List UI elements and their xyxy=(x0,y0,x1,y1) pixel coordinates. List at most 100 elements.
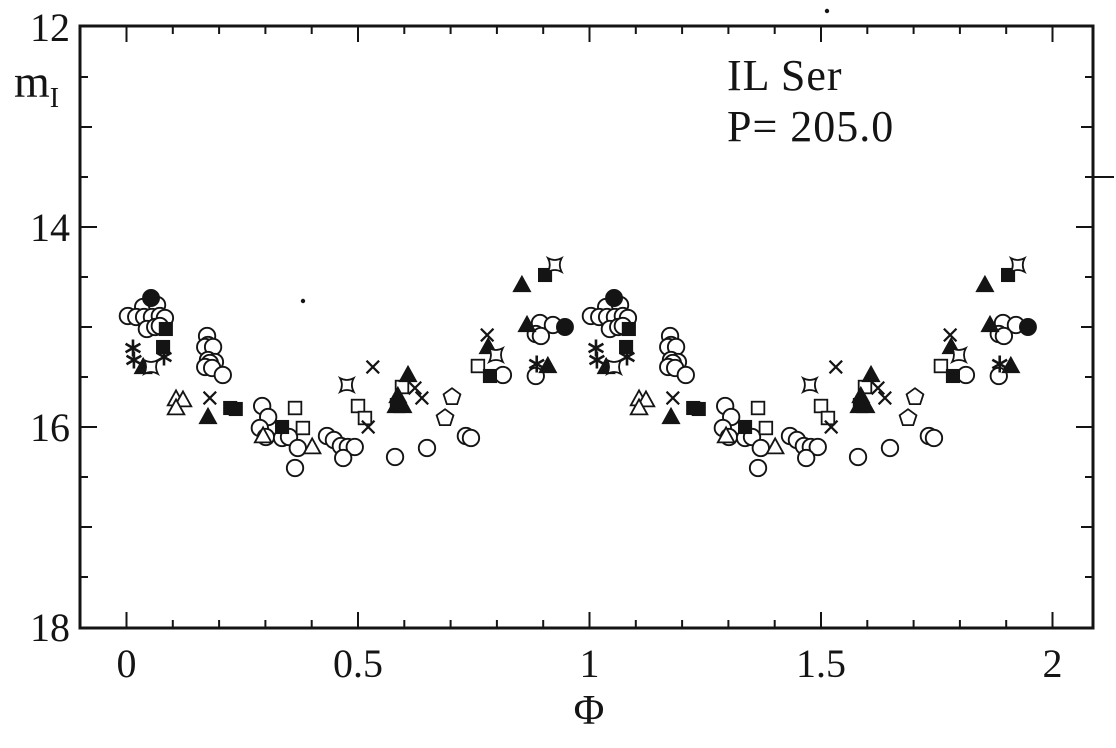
data-point-square-filled xyxy=(482,368,498,384)
data-point-star4-open xyxy=(337,376,356,394)
data-point-triangle-open xyxy=(716,425,736,444)
data-point-cross-x xyxy=(202,390,217,406)
x-tick-label: 2 xyxy=(1043,641,1063,686)
data-point-triangle-filled xyxy=(512,274,532,293)
y-axis-label: mI xyxy=(14,56,59,114)
data-point-square-filled xyxy=(738,419,753,435)
x-tick-label: 1 xyxy=(580,641,600,686)
data-point-circle-open xyxy=(531,326,551,346)
x-tick-label: 1.5 xyxy=(796,641,846,686)
data-point-triangle-open xyxy=(629,397,649,416)
data-point-circle-open xyxy=(994,326,1014,346)
data-point-square-open xyxy=(813,398,829,414)
data-point-star4-open xyxy=(950,346,968,364)
scan-artifacts xyxy=(300,8,1114,304)
data-point-circle-open xyxy=(956,365,976,385)
data-point-square-filled xyxy=(158,321,173,337)
period-label: P= 205.0 xyxy=(727,102,894,151)
x-axis-label: Φ xyxy=(574,688,605,734)
data-point-circle-open xyxy=(797,448,816,468)
data-point-cross-x xyxy=(414,390,429,406)
data-point-asterisk xyxy=(991,355,1008,373)
data-point-square-open xyxy=(750,400,766,416)
data-point-square-open xyxy=(758,420,774,436)
data-point-star4-open xyxy=(800,376,819,394)
data-point-circle-open xyxy=(848,447,868,467)
data-point-star4-open xyxy=(142,358,161,376)
data-point-cross-x xyxy=(365,359,380,375)
x-tick-label: 0.5 xyxy=(333,641,383,686)
data-point-triangle-filled xyxy=(980,314,1000,333)
x-tick-label: 0 xyxy=(117,641,137,686)
data-point-circle-open xyxy=(345,437,364,457)
data-point-circle-filled xyxy=(556,318,574,336)
frame-rect xyxy=(78,24,1095,630)
data-point-square-filled xyxy=(945,368,961,384)
data-point-cross-x xyxy=(665,390,680,406)
data-points xyxy=(118,256,1037,478)
data-point-triangle-filled xyxy=(856,395,876,414)
data-point-cross-x xyxy=(824,419,839,435)
data-point-cross-x xyxy=(407,380,423,396)
data-point-circle-open xyxy=(385,447,405,467)
data-point-circle-open xyxy=(924,428,944,448)
data-point-triangle-filled xyxy=(393,395,413,414)
data-point-circle-open xyxy=(808,437,827,457)
data-point-pentagon-open xyxy=(442,387,462,405)
data-point-circle-open xyxy=(676,365,695,385)
data-point-asterisk xyxy=(528,355,545,373)
data-point-triangle-filled xyxy=(975,274,995,293)
data-point-star4-open xyxy=(487,346,505,364)
data-point-triangle-open xyxy=(253,425,273,444)
data-point-triangle-filled xyxy=(517,314,537,333)
data-point-circle-filled xyxy=(1019,318,1037,336)
data-point-triangle-filled xyxy=(661,406,681,425)
data-point-square-open xyxy=(350,398,366,414)
axis-tick-labels: 0 0.5 1 1.5 2 12 14 16 18 xyxy=(30,5,1063,686)
data-point-star4-open xyxy=(545,256,564,274)
data-point-square-filled xyxy=(228,401,243,417)
data-point-circle-filled xyxy=(605,289,623,307)
data-point-asterisk xyxy=(588,351,605,369)
data-point-cross-x xyxy=(943,327,958,343)
data-point-circle-open xyxy=(748,458,768,478)
data-point-cross-x xyxy=(877,390,892,406)
y-tick-label: 12 xyxy=(30,5,70,50)
data-point-triangle-open xyxy=(765,436,785,455)
scan-speck xyxy=(824,8,830,14)
data-point-square-filled xyxy=(621,321,636,337)
data-point-asterisk xyxy=(155,348,173,366)
data-point-square-filled xyxy=(691,401,706,417)
data-point-circle-open xyxy=(285,458,305,478)
data-point-triangle-filled xyxy=(198,406,218,425)
data-point-circle-open xyxy=(213,365,232,385)
data-point-square-open xyxy=(470,358,486,374)
data-point-square-open xyxy=(287,400,303,416)
data-point-triangle-open xyxy=(302,436,322,455)
data-point-triangle-filled xyxy=(861,364,881,383)
data-point-cross-x xyxy=(480,327,495,343)
data-point-star4-open xyxy=(1008,256,1027,274)
plot-frame xyxy=(78,24,1095,630)
data-point-pentagon-open xyxy=(905,387,925,405)
data-point-circle-open xyxy=(334,448,353,468)
data-point-cross-x xyxy=(870,380,886,396)
axis-ticks xyxy=(80,26,1093,628)
data-point-square-open xyxy=(295,420,311,436)
data-point-cross-x xyxy=(361,419,376,435)
data-point-circle-open xyxy=(880,438,900,458)
y-tick-label: 16 xyxy=(30,405,70,450)
data-point-circle-open xyxy=(417,438,437,458)
scan-speck xyxy=(300,298,306,304)
data-point-triangle-filled xyxy=(398,364,418,383)
data-point-asterisk xyxy=(125,351,142,369)
data-point-square-filled xyxy=(275,419,290,435)
data-point-pentagon-open xyxy=(435,408,455,426)
y-axis-label-main: m xyxy=(14,56,50,107)
star-name-label: IL Ser xyxy=(727,51,843,100)
y-tick-label: 14 xyxy=(30,205,70,250)
data-point-star4-open xyxy=(605,358,624,376)
y-tick-label: 18 xyxy=(30,605,70,650)
